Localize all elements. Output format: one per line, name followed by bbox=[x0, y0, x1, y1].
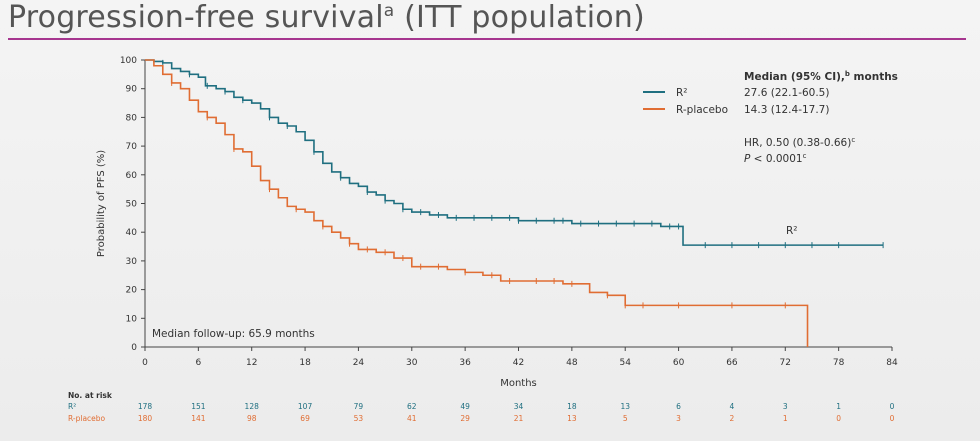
at-risk-value: 13 bbox=[567, 414, 577, 423]
at-risk-value: 6 bbox=[676, 402, 681, 411]
at-risk-value: 2 bbox=[730, 414, 735, 423]
x-tick-label: 6 bbox=[195, 358, 201, 368]
at-risk-value: 41 bbox=[407, 414, 417, 423]
at-risk-value: 141 bbox=[191, 414, 206, 423]
at-risk-value: 34 bbox=[514, 402, 524, 411]
x-tick-label: 84 bbox=[886, 358, 898, 368]
x-tick-label: 42 bbox=[513, 358, 524, 368]
x-tick-label: 24 bbox=[353, 358, 365, 368]
curve-label-r2: R² bbox=[786, 225, 798, 237]
at-risk-value: 180 bbox=[138, 414, 153, 423]
x-tick-label: 66 bbox=[726, 358, 738, 368]
at-risk-title: No. at risk bbox=[68, 391, 113, 400]
hazard-ratio: HR, 0.50 (0.38-0.66)c bbox=[744, 136, 855, 149]
chart-legend: R² R-placebo Median (95% CI),b months 27… bbox=[643, 70, 898, 165]
legend-value-r-placebo: 14.3 (12.4-17.7) bbox=[744, 104, 829, 116]
p-value: P < 0.0001c bbox=[744, 152, 807, 165]
km-curves bbox=[145, 59, 884, 347]
x-tick-label: 60 bbox=[673, 358, 685, 368]
at-risk-row-label: R-placebo bbox=[68, 414, 106, 423]
legend-label-r2: R² bbox=[676, 87, 688, 99]
at-risk-value: 3 bbox=[783, 402, 788, 411]
median-followup-annotation: Median follow-up: 65.9 months bbox=[152, 328, 315, 340]
y-axis-title: Probability of PFS (%) bbox=[96, 150, 107, 257]
legend-value-r2: 27.6 (22.1-60.5) bbox=[744, 87, 829, 99]
x-tick-label: 12 bbox=[246, 358, 257, 368]
x-tick-label: 0 bbox=[142, 358, 148, 368]
y-tick-label: 0 bbox=[131, 343, 137, 353]
y-tick-label: 80 bbox=[126, 113, 138, 123]
x-tick-label: 48 bbox=[566, 358, 578, 368]
km-curve-r-placebo bbox=[145, 59, 809, 347]
x-axis-title: Months bbox=[500, 378, 537, 389]
at-risk-value: 79 bbox=[354, 402, 364, 411]
y-tick-label: 100 bbox=[120, 56, 137, 66]
legend-label-r-placebo: R-placebo bbox=[676, 104, 728, 116]
at-risk-value: 3 bbox=[676, 414, 681, 423]
at-risk-value: 0 bbox=[890, 414, 895, 423]
x-tick-label: 18 bbox=[299, 358, 311, 368]
at-risk-value: 62 bbox=[407, 402, 417, 411]
x-tick-label: 72 bbox=[780, 358, 791, 368]
y-tick-label: 70 bbox=[126, 142, 138, 152]
at-risk-value: 13 bbox=[620, 402, 630, 411]
x-tick-label: 54 bbox=[619, 358, 631, 368]
at-risk-value: 29 bbox=[460, 414, 470, 423]
at-risk-value: 49 bbox=[460, 402, 470, 411]
at-risk-value: 178 bbox=[138, 402, 153, 411]
at-risk-value: 53 bbox=[354, 414, 364, 423]
at-risk-value: 4 bbox=[730, 402, 735, 411]
y-tick-label: 20 bbox=[126, 286, 138, 296]
y-tick-label: 40 bbox=[126, 228, 138, 238]
at-risk-value: 1 bbox=[783, 414, 788, 423]
slide-title: Progression-free survivala (ITT populati… bbox=[8, 0, 645, 35]
at-risk-value: 151 bbox=[191, 402, 206, 411]
at-risk-value: 0 bbox=[836, 414, 841, 423]
chart-axes: 0 10 20 30 40 50 60 70 80 90 100 0 6 12 18 24 30 36 42 48 54… bbox=[96, 56, 898, 389]
y-tick-label: 60 bbox=[126, 171, 138, 181]
at-risk-value: 18 bbox=[567, 402, 577, 411]
at-risk-row-label: R² bbox=[68, 402, 76, 411]
at-risk-value: 1 bbox=[836, 402, 841, 411]
legend-header: Median (95% CI),b months bbox=[744, 70, 898, 83]
title-divider bbox=[8, 38, 966, 40]
at-risk-value: 98 bbox=[247, 414, 257, 423]
y-tick-label: 50 bbox=[126, 200, 138, 210]
at-risk-table: No. at risk R² 178 151 128 107 79 62 49 34 18 13 6 4… bbox=[68, 391, 895, 423]
y-tick-label: 90 bbox=[126, 85, 138, 95]
at-risk-value: 5 bbox=[623, 414, 628, 423]
x-tick-label: 30 bbox=[406, 358, 418, 368]
x-tick-label: 78 bbox=[833, 358, 845, 368]
y-tick-label: 10 bbox=[126, 314, 138, 324]
at-risk-value: 69 bbox=[300, 414, 310, 423]
at-risk-value: 128 bbox=[245, 402, 260, 411]
y-tick-label: 30 bbox=[126, 257, 138, 267]
at-risk-value: 0 bbox=[890, 402, 895, 411]
at-risk-value: 21 bbox=[514, 414, 524, 423]
at-risk-value: 107 bbox=[298, 402, 313, 411]
x-tick-label: 36 bbox=[459, 358, 471, 368]
